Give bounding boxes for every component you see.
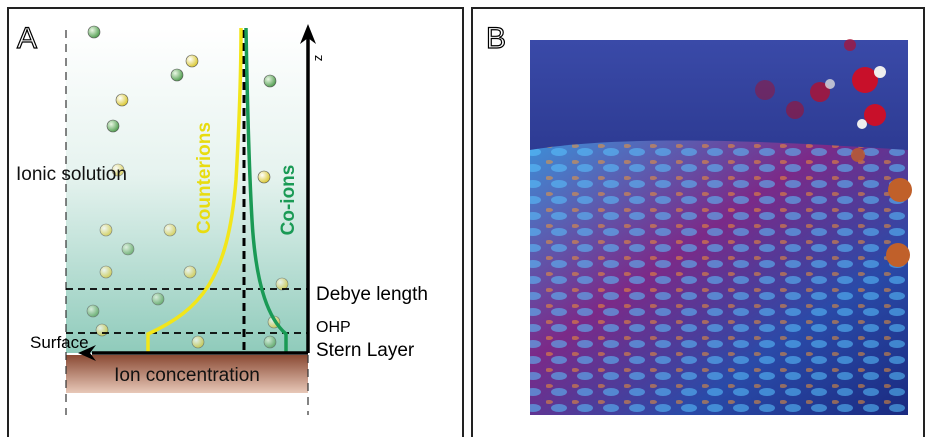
region-label: Ionic solution bbox=[16, 164, 127, 185]
x-axis-label: Ion concentration bbox=[114, 365, 260, 386]
panel-label: B bbox=[486, 22, 506, 55]
axis-label: z bbox=[310, 55, 325, 62]
curve-label: Counterions bbox=[194, 122, 215, 234]
level-label: Debye length bbox=[316, 284, 428, 305]
surface-texture bbox=[530, 141, 908, 415]
surface-label: Surface bbox=[30, 333, 89, 352]
figure: A z Ionic solution Counterions Co-ions D… bbox=[0, 0, 926, 437]
curve-label: Co-ions bbox=[278, 165, 299, 236]
panel-b: B bbox=[472, 8, 924, 437]
level-label: OHP bbox=[316, 319, 351, 336]
panel-label: A bbox=[17, 22, 37, 55]
panel-a: A z Ionic solution Counterions Co-ions D… bbox=[8, 8, 463, 437]
level-label: Stern Layer bbox=[316, 340, 415, 361]
